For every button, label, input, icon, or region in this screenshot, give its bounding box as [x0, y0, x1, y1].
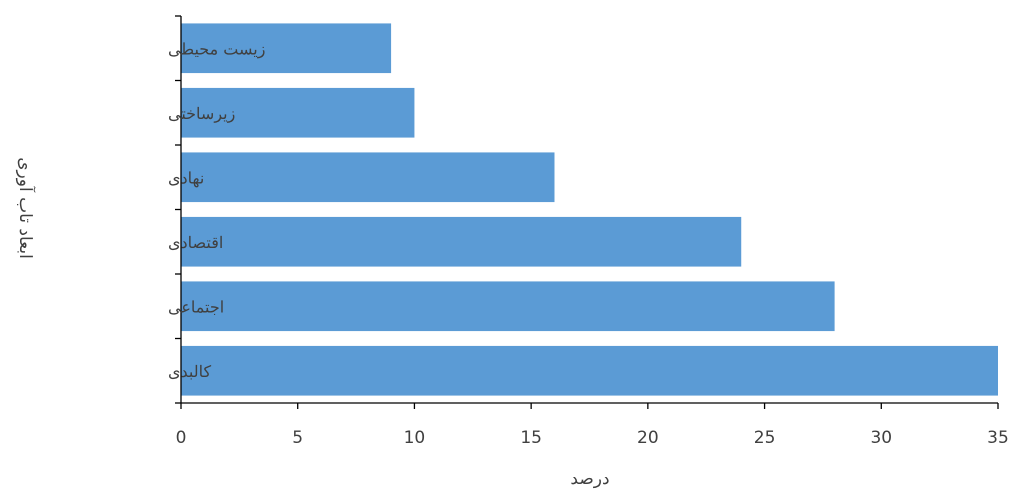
x-tick-label-0: 0 [176, 428, 187, 448]
x-axis [180, 402, 999, 409]
bar-4 [181, 281, 835, 332]
y-axis [175, 15, 182, 404]
bar-0 [181, 23, 392, 74]
category-label-5: کالبدی [168, 362, 212, 381]
category-labels: زیست محیطی زیرساختی نهادی اقتصادی اجتماعی کال… [168, 39, 265, 381]
bar-5 [181, 345, 998, 396]
x-tick-label-7: 35 [987, 428, 1009, 448]
y-axis-title: ابعاد تاب آوری [15, 157, 37, 259]
category-label-1: زیرساختی [168, 104, 235, 123]
x-tick-label-4: 20 [637, 428, 659, 448]
x-tick-label-6: 30 [870, 428, 892, 448]
x-tick-label-1: 5 [292, 428, 303, 448]
x-tick-label-2: 10 [404, 428, 426, 448]
x-tick-label-5: 25 [754, 428, 776, 448]
x-tick-label-3: 15 [520, 428, 542, 448]
x-axis-title: درصد [570, 469, 609, 489]
category-label-0: زیست محیطی [168, 39, 265, 58]
category-label-2: نهادی [168, 168, 204, 187]
x-tick-labels: 0 5 10 15 20 25 30 35 [176, 428, 1009, 448]
category-label-4: اجتماعی [168, 297, 224, 316]
bars-group [181, 23, 998, 396]
bar-3 [181, 216, 742, 267]
bar-2 [181, 152, 555, 203]
bar-1 [181, 87, 415, 138]
category-label-3: اقتصادی [168, 233, 223, 252]
